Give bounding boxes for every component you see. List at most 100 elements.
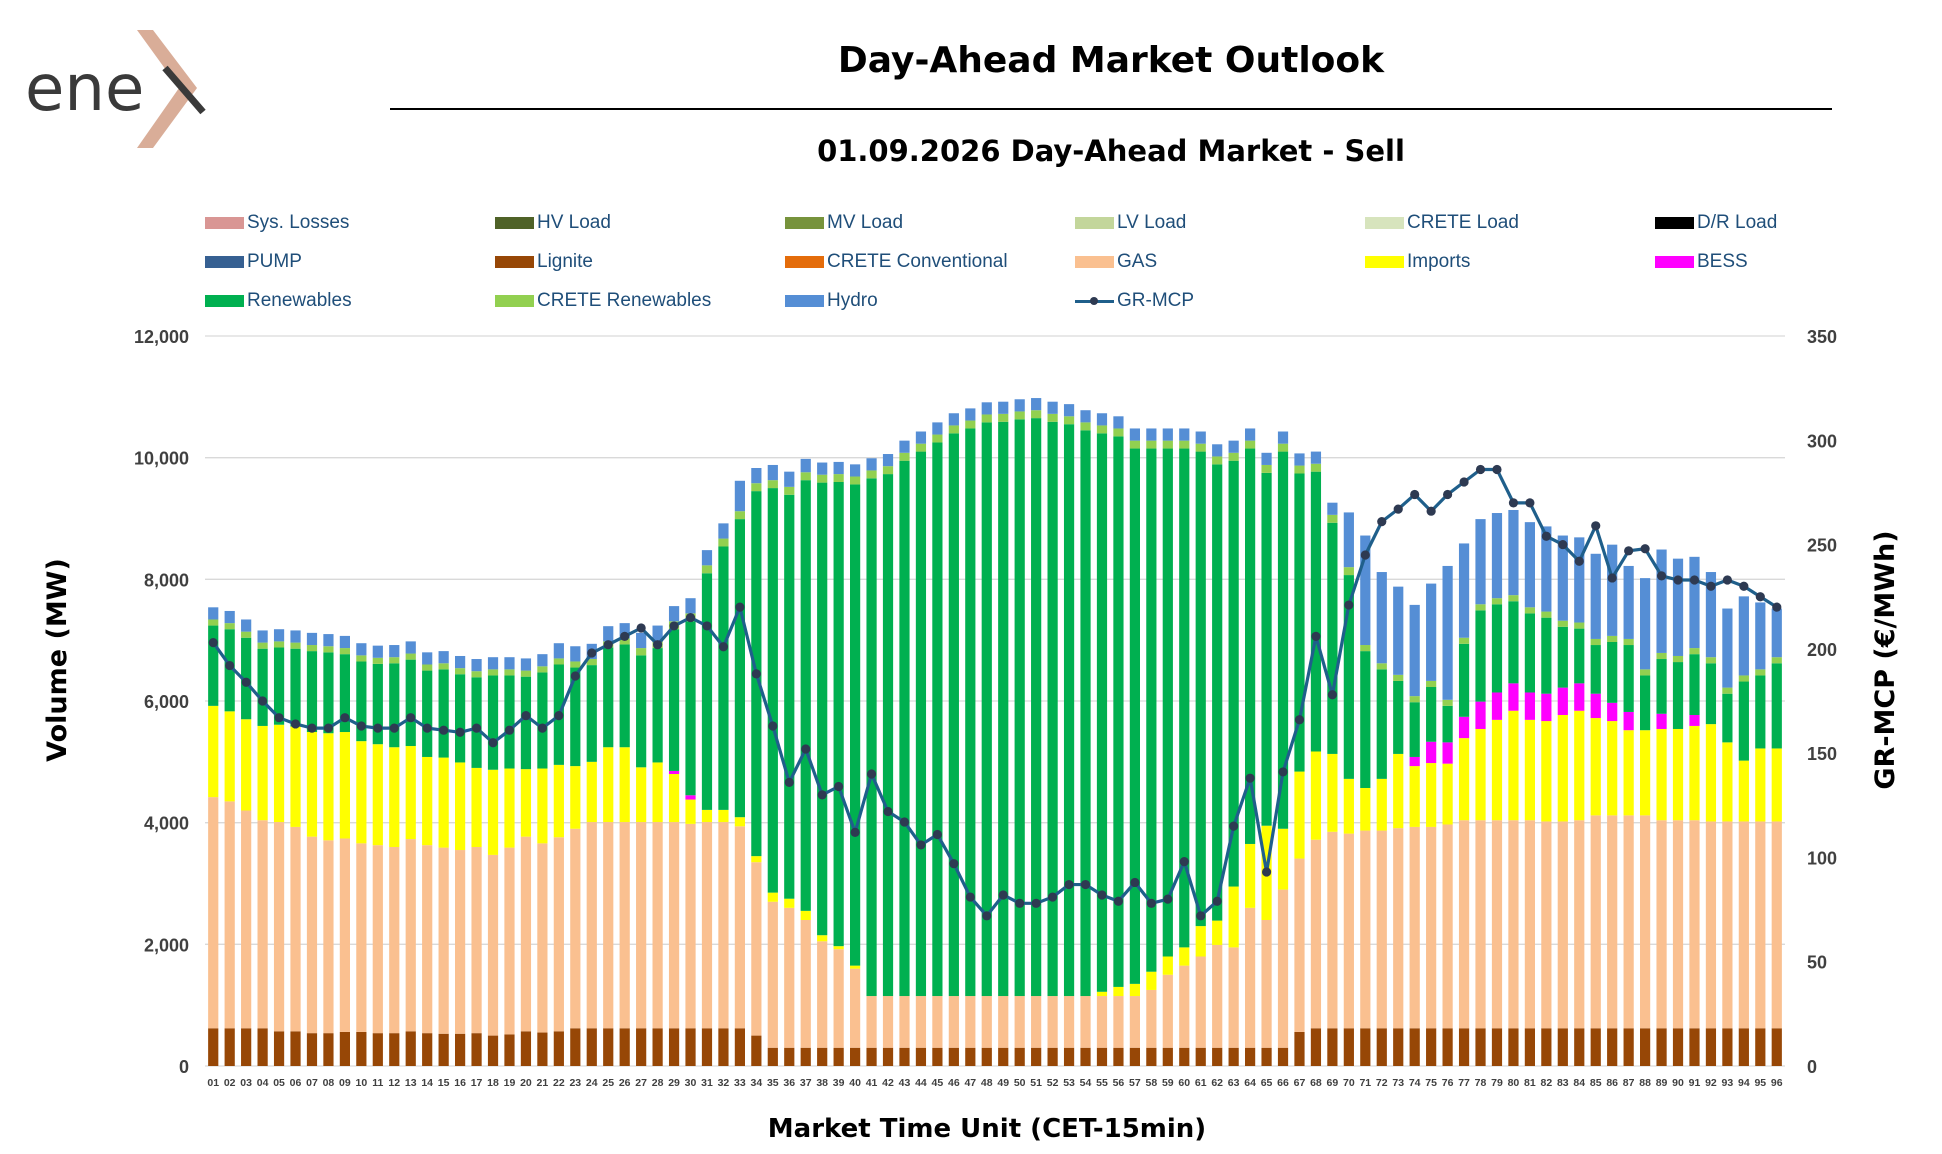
legend-swatch-crete-load xyxy=(1365,217,1404,229)
bar-segment-imports xyxy=(1310,751,1322,840)
bar-segment-renewables xyxy=(1113,436,1124,987)
bar-segment-imports xyxy=(1146,971,1157,990)
gr-mcp-point xyxy=(1689,575,1700,585)
y-axis-title: Volume (MW) xyxy=(42,558,73,762)
bar-segment-gas xyxy=(1672,820,1684,1029)
bar-segment-gas xyxy=(241,810,252,1029)
legend-item-crete-load: CRETE Load xyxy=(1365,212,1519,234)
bar-segment-lignite xyxy=(734,1028,745,1066)
x-tick-label: 02 xyxy=(224,1077,236,1089)
x-tick-label: 14 xyxy=(421,1077,433,1089)
x-tick-label: 96 xyxy=(1771,1077,1783,1089)
bar-segment-imports xyxy=(1623,730,1634,816)
bar-segment-gas xyxy=(1738,821,1749,1029)
y2-axis-title: GR-MCP (€/MWh) xyxy=(1870,530,1901,789)
bar-segment-hydro xyxy=(817,462,828,475)
bar-segment-lignite xyxy=(1458,1028,1470,1066)
title-divider xyxy=(390,108,1832,110)
x-tick-label: 95 xyxy=(1754,1077,1766,1089)
bar-segment-crete-renewables xyxy=(1557,620,1568,627)
bar-segment-crete-renewables xyxy=(1409,696,1420,703)
bar-segment-lignite xyxy=(652,1028,663,1066)
bar-segment-gas xyxy=(603,822,614,1029)
bar-segment-gas xyxy=(339,838,350,1032)
bar-segment-renewables xyxy=(685,621,696,796)
bar-segment-renewables xyxy=(636,655,647,768)
bar-segment-gas xyxy=(965,996,976,1048)
gr-mcp-point xyxy=(1031,898,1041,908)
gr-mcp-point xyxy=(1656,571,1667,581)
gr-mcp-point xyxy=(1080,879,1091,890)
gr-mcp-point xyxy=(1212,896,1222,906)
gr-mcp-point xyxy=(916,840,926,850)
gr-mcp-point xyxy=(439,725,449,735)
bar-segment-crete-renewables xyxy=(1113,428,1124,437)
bar-segment-gas xyxy=(570,828,581,1029)
y2-tick-label: 250 xyxy=(1807,536,1837,556)
bar-segment-crete-renewables xyxy=(1590,638,1601,646)
bar-segment-imports xyxy=(668,774,680,823)
legend-label-bess: BESS xyxy=(1697,251,1748,272)
bar-segment-lignite xyxy=(866,1047,877,1066)
x-tick-label: 79 xyxy=(1491,1077,1503,1089)
bar-segment-lignite xyxy=(1442,1028,1453,1066)
gr-mcp-point xyxy=(801,744,811,754)
bar-segment-gas xyxy=(553,837,564,1032)
bar-segment-gas xyxy=(948,996,959,1048)
bar-segment-crete-renewables xyxy=(833,474,844,482)
bar-segment-bess xyxy=(668,770,680,774)
bar-segment-imports xyxy=(487,769,499,855)
bar-segment-hydro xyxy=(1146,428,1157,441)
bar-segment-lignite xyxy=(504,1034,515,1066)
bar-segment-renewables xyxy=(1475,610,1486,702)
bar-segment-hydro xyxy=(1343,512,1354,568)
legend-label-lignite: Lignite xyxy=(537,251,593,272)
bar-segment-hydro xyxy=(224,610,235,624)
bar-segment-lignite xyxy=(817,1047,828,1066)
bar-segment-crete-renewables xyxy=(1014,411,1025,420)
bar-segment-crete-renewables xyxy=(257,642,268,649)
bar-segment-gas xyxy=(487,854,499,1036)
bar-segment-gas xyxy=(1195,956,1206,1048)
bar-segment-hydro xyxy=(323,634,334,647)
bar-segment-gas xyxy=(1640,815,1651,1029)
bar-segment-imports xyxy=(751,856,762,863)
bar-segment-crete-renewables xyxy=(1031,410,1042,419)
bar-segment-lignite xyxy=(290,1031,301,1066)
bar-segment-hydro xyxy=(1656,549,1667,653)
bar-segment-lignite xyxy=(1491,1028,1503,1066)
bar-segment-bess xyxy=(1623,711,1634,731)
bar-segment-imports xyxy=(800,910,811,920)
bar-segment-crete-renewables xyxy=(866,470,877,479)
x-tick-label: 21 xyxy=(537,1077,549,1089)
bar-segment-bess xyxy=(1426,741,1437,764)
bar-segment-gas xyxy=(866,996,877,1048)
bar-segment-crete-renewables xyxy=(915,443,927,452)
bar-segment-gas xyxy=(1277,889,1289,1048)
bar-segment-renewables xyxy=(784,494,795,899)
x-tick-label: 70 xyxy=(1343,1077,1355,1089)
bar-segment-hydro xyxy=(455,655,466,669)
bar-segment-hydro xyxy=(1738,596,1749,676)
bar-segment-gas xyxy=(636,822,647,1029)
bar-segment-imports xyxy=(1426,763,1437,827)
bar-segment-imports xyxy=(619,747,630,823)
bar-segment-crete-renewables xyxy=(520,670,532,677)
bar-segment-gas xyxy=(537,843,548,1033)
bar-segment-gas xyxy=(323,840,334,1034)
bar-segment-gas xyxy=(208,797,219,1029)
bar-segment-imports xyxy=(306,732,318,837)
bar-segment-lignite xyxy=(1475,1028,1486,1066)
bar-segment-gas xyxy=(998,996,1009,1048)
bar-segment-gas xyxy=(784,907,795,1048)
x-tick-label: 60 xyxy=(1178,1077,1190,1089)
bar-segment-gas xyxy=(1179,965,1190,1048)
bar-segment-imports xyxy=(1524,719,1535,821)
bar-segment-lignite xyxy=(1607,1028,1618,1066)
bar-segment-renewables xyxy=(1426,687,1437,742)
gr-mcp-point xyxy=(949,859,959,869)
chart-gridlines xyxy=(205,335,1785,1067)
bar-segment-hydro xyxy=(520,658,532,671)
bar-segment-bess xyxy=(1689,714,1700,726)
bar-segment-hydro xyxy=(1426,583,1437,681)
